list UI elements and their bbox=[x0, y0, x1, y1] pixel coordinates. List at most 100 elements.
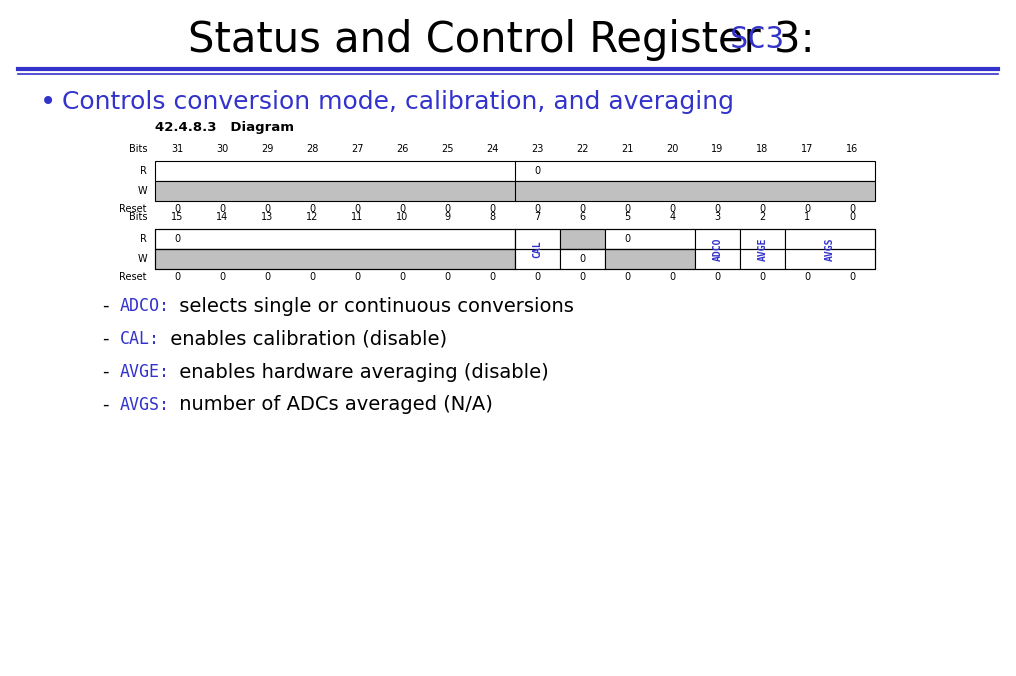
Text: 0: 0 bbox=[399, 272, 405, 282]
Text: -: - bbox=[102, 330, 109, 348]
Text: enables calibration (disable): enables calibration (disable) bbox=[164, 329, 447, 349]
Text: W: W bbox=[137, 186, 147, 196]
Text: 0: 0 bbox=[579, 272, 585, 282]
Text: 0: 0 bbox=[849, 272, 855, 282]
Text: SC3: SC3 bbox=[731, 26, 785, 55]
Text: 28: 28 bbox=[306, 144, 319, 154]
Text: Status and Control Register 3:: Status and Control Register 3: bbox=[188, 19, 828, 61]
Text: 16: 16 bbox=[846, 144, 859, 154]
Text: number of ADCs averaged (N/A): number of ADCs averaged (N/A) bbox=[173, 395, 493, 414]
Text: 0: 0 bbox=[264, 272, 270, 282]
Text: 31: 31 bbox=[172, 144, 184, 154]
Text: 0: 0 bbox=[534, 166, 541, 176]
Text: 0: 0 bbox=[759, 204, 766, 214]
Text: -: - bbox=[102, 363, 109, 381]
Text: 1: 1 bbox=[805, 212, 811, 222]
Text: R: R bbox=[140, 166, 147, 176]
Text: 27: 27 bbox=[352, 144, 364, 154]
Text: 0: 0 bbox=[805, 204, 811, 214]
Bar bbox=[515, 229, 560, 269]
Text: 9: 9 bbox=[444, 212, 450, 222]
Text: 0: 0 bbox=[310, 272, 316, 282]
Text: AVGE: AVGE bbox=[758, 237, 767, 261]
Text: 0: 0 bbox=[399, 204, 405, 214]
Text: 0: 0 bbox=[849, 204, 855, 214]
Text: 0: 0 bbox=[175, 204, 181, 214]
Text: 7: 7 bbox=[534, 212, 541, 222]
Text: 0: 0 bbox=[625, 272, 631, 282]
Text: 0: 0 bbox=[355, 272, 361, 282]
Text: 0: 0 bbox=[714, 204, 720, 214]
Text: 22: 22 bbox=[576, 144, 588, 154]
Bar bbox=[155, 249, 515, 269]
Text: 18: 18 bbox=[756, 144, 769, 154]
Text: 13: 13 bbox=[261, 212, 273, 222]
Text: 0: 0 bbox=[534, 204, 541, 214]
Bar bbox=[155, 249, 875, 269]
Text: 0: 0 bbox=[670, 272, 676, 282]
Text: CAL:: CAL: bbox=[120, 330, 160, 348]
Text: 0: 0 bbox=[175, 272, 181, 282]
Text: 5: 5 bbox=[625, 212, 631, 222]
Text: 0: 0 bbox=[714, 272, 720, 282]
Bar bbox=[740, 229, 785, 269]
Bar bbox=[560, 249, 605, 269]
Text: Reset: Reset bbox=[120, 204, 147, 214]
Text: 15: 15 bbox=[172, 212, 184, 222]
Text: 30: 30 bbox=[216, 144, 229, 154]
Text: 26: 26 bbox=[396, 144, 408, 154]
Text: 0: 0 bbox=[759, 272, 766, 282]
Text: 3: 3 bbox=[714, 212, 720, 222]
Text: 8: 8 bbox=[490, 212, 496, 222]
Text: 0: 0 bbox=[219, 204, 226, 214]
Text: W: W bbox=[137, 254, 147, 264]
Text: 10: 10 bbox=[396, 212, 408, 222]
Text: 0: 0 bbox=[849, 212, 855, 222]
Text: 0: 0 bbox=[579, 254, 585, 264]
Text: 0: 0 bbox=[625, 204, 631, 214]
Text: 0: 0 bbox=[310, 204, 316, 214]
Text: 24: 24 bbox=[487, 144, 499, 154]
Text: 17: 17 bbox=[802, 144, 814, 154]
Text: 0: 0 bbox=[219, 272, 226, 282]
Text: 0: 0 bbox=[490, 272, 496, 282]
Bar bbox=[155, 229, 515, 249]
Text: Reset: Reset bbox=[120, 272, 147, 282]
Text: 0: 0 bbox=[355, 204, 361, 214]
Text: 6: 6 bbox=[579, 212, 585, 222]
Text: 0: 0 bbox=[534, 272, 541, 282]
Text: AVGE:: AVGE: bbox=[120, 363, 170, 381]
Text: 19: 19 bbox=[711, 144, 723, 154]
Text: 0: 0 bbox=[264, 204, 270, 214]
Text: Controls conversion mode, calibration, and averaging: Controls conversion mode, calibration, a… bbox=[62, 90, 734, 114]
Bar bbox=[155, 161, 875, 181]
Text: Bits: Bits bbox=[128, 144, 147, 154]
Text: AVGS: AVGS bbox=[825, 237, 835, 261]
Bar bbox=[155, 229, 875, 249]
Text: 25: 25 bbox=[441, 144, 454, 154]
Text: 14: 14 bbox=[216, 212, 229, 222]
Text: 0: 0 bbox=[670, 204, 676, 214]
Text: 0: 0 bbox=[444, 272, 450, 282]
Text: 0: 0 bbox=[625, 234, 631, 244]
Text: 0: 0 bbox=[579, 204, 585, 214]
Text: 23: 23 bbox=[531, 144, 544, 154]
Text: 20: 20 bbox=[666, 144, 679, 154]
Text: 0: 0 bbox=[444, 204, 450, 214]
Text: 0: 0 bbox=[175, 234, 181, 244]
Text: 0: 0 bbox=[490, 204, 496, 214]
Text: enables hardware averaging (disable): enables hardware averaging (disable) bbox=[173, 362, 549, 381]
Text: ADCO: ADCO bbox=[712, 237, 722, 261]
Text: 11: 11 bbox=[352, 212, 364, 222]
Text: selects single or continuous conversions: selects single or continuous conversions bbox=[173, 297, 574, 316]
Text: Bits: Bits bbox=[128, 212, 147, 222]
Bar bbox=[605, 249, 695, 269]
Text: 21: 21 bbox=[622, 144, 634, 154]
Text: 2: 2 bbox=[759, 212, 766, 222]
Bar bbox=[155, 181, 875, 201]
Text: AVGS:: AVGS: bbox=[120, 396, 170, 414]
Bar bbox=[560, 229, 605, 249]
Text: 4: 4 bbox=[670, 212, 676, 222]
Bar bbox=[785, 229, 875, 269]
Bar bbox=[605, 229, 695, 249]
